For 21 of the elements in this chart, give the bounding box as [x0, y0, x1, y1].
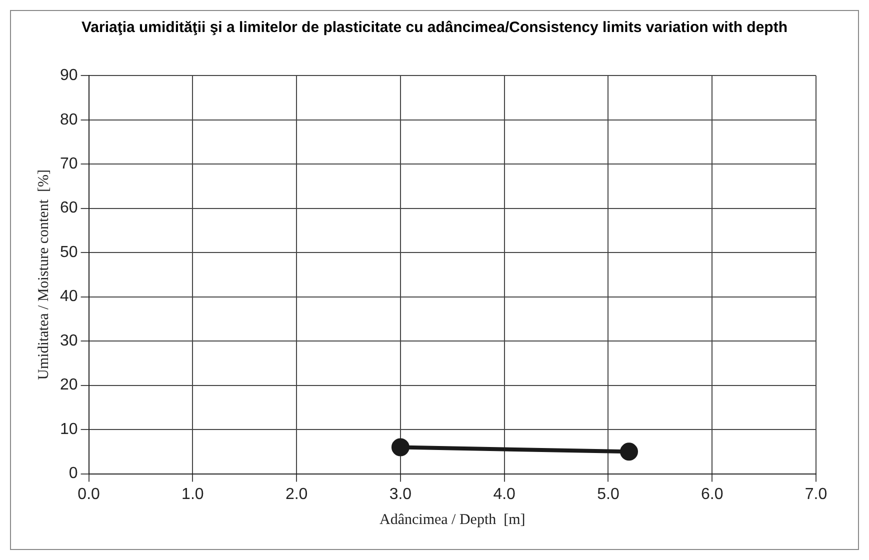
x-tick-label: 5.0	[597, 486, 620, 503]
y-tick-label: 0	[68, 465, 78, 482]
x-tick-label: 6.0	[700, 486, 724, 503]
y-tick-label: 30	[60, 332, 78, 350]
y-tick-label: 90	[60, 67, 78, 84]
y-tick-label: 50	[60, 244, 78, 261]
x-tick-label: 4.0	[493, 486, 516, 503]
chart-title: Variaţia umidităţii şi a limitelor de plasticitate cu adâncimea/Consistency limits variation with depth	[80, 18, 789, 38]
y-tick-label: 70	[60, 155, 78, 172]
x-tick-label: 7.0	[804, 486, 828, 503]
x-tick-label: 2.0	[285, 486, 308, 503]
y-tick-label: 20	[60, 376, 78, 394]
x-tick-label: 0.0	[78, 486, 100, 503]
x-axis-title: Adâncimea / Depth [m]	[380, 512, 526, 528]
y-axis-title: Umiditatea / Moisture content [%]	[36, 170, 52, 380]
y-tick-label: 80	[60, 111, 78, 128]
x-tick-label: 3.0	[389, 486, 412, 503]
y-tick-label: 40	[60, 288, 78, 306]
y-tick-label: 10	[60, 420, 78, 438]
x-tick-label: 1.0	[182, 486, 204, 503]
y-tick-label: 60	[60, 200, 78, 217]
